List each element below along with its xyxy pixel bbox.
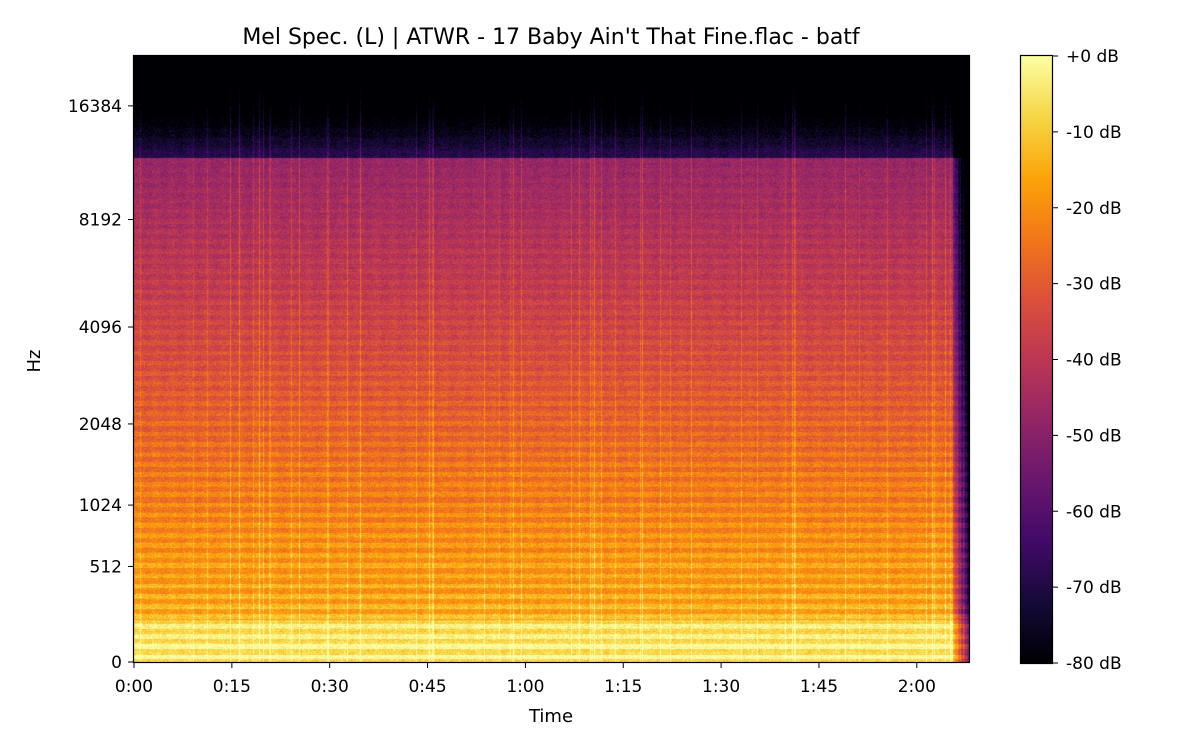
x-tick-label: 1:00 — [506, 677, 544, 697]
colorbar-frame — [1019, 54, 1054, 665]
y-tick-label: 512 — [90, 557, 122, 577]
y-tick-label: 2048 — [79, 415, 122, 435]
colorbar-tick-label: -30 dB — [1066, 275, 1122, 295]
x-tick-label: 1:30 — [702, 677, 740, 697]
x-tick-label: 0:30 — [311, 677, 349, 697]
y-tick-label: 8192 — [79, 211, 122, 231]
x-tick-label: 0:15 — [213, 677, 251, 697]
spectrogram-heatmap — [134, 56, 969, 662]
plot-frame — [132, 54, 971, 664]
colorbar-tick-label: -70 dB — [1066, 578, 1122, 598]
y-axis-label: Hz — [24, 350, 45, 373]
y-tick-label: 4096 — [79, 318, 122, 338]
colorbar-gradient — [1021, 56, 1052, 663]
colorbar-tick-label: -50 dB — [1066, 426, 1122, 446]
colorbar-tick-label: +0 dB — [1066, 47, 1119, 67]
chart-title: Mel Spec. (L) | ATWR - 17 Baby Ain't Tha… — [242, 25, 861, 50]
colorbar-tick-label: -10 dB — [1066, 123, 1122, 143]
colorbar-tick-label: -80 dB — [1066, 654, 1122, 674]
x-tick-label: 1:45 — [800, 677, 838, 697]
x-tick-label: 1:15 — [604, 677, 642, 697]
x-tick-label: 0:00 — [115, 677, 153, 697]
x-axis-label: Time — [528, 706, 573, 727]
y-tick-label: 1024 — [79, 496, 122, 516]
y-axis-ticks: 0 512 1024 2048 4096 8192 16384 — [68, 97, 134, 673]
x-tick-label: 0:45 — [408, 677, 446, 697]
colorbar-tick-label: -20 dB — [1066, 199, 1122, 219]
colorbar-tick-label: -60 dB — [1066, 502, 1122, 522]
colorbar-tick-label: -40 dB — [1066, 351, 1122, 371]
x-axis-ticks: 0:00 0:15 0:30 0:45 1:00 1:15 1:30 1:45 2:00 — [115, 662, 936, 697]
y-tick-label: 0 — [111, 653, 122, 673]
colorbar-ticks: +0 dB -10 dB -20 dB -30 dB -40 dB -50 dB -60 d… — [1052, 47, 1122, 674]
y-tick-label: 16384 — [68, 97, 122, 117]
x-tick-label: 2:00 — [898, 677, 936, 697]
